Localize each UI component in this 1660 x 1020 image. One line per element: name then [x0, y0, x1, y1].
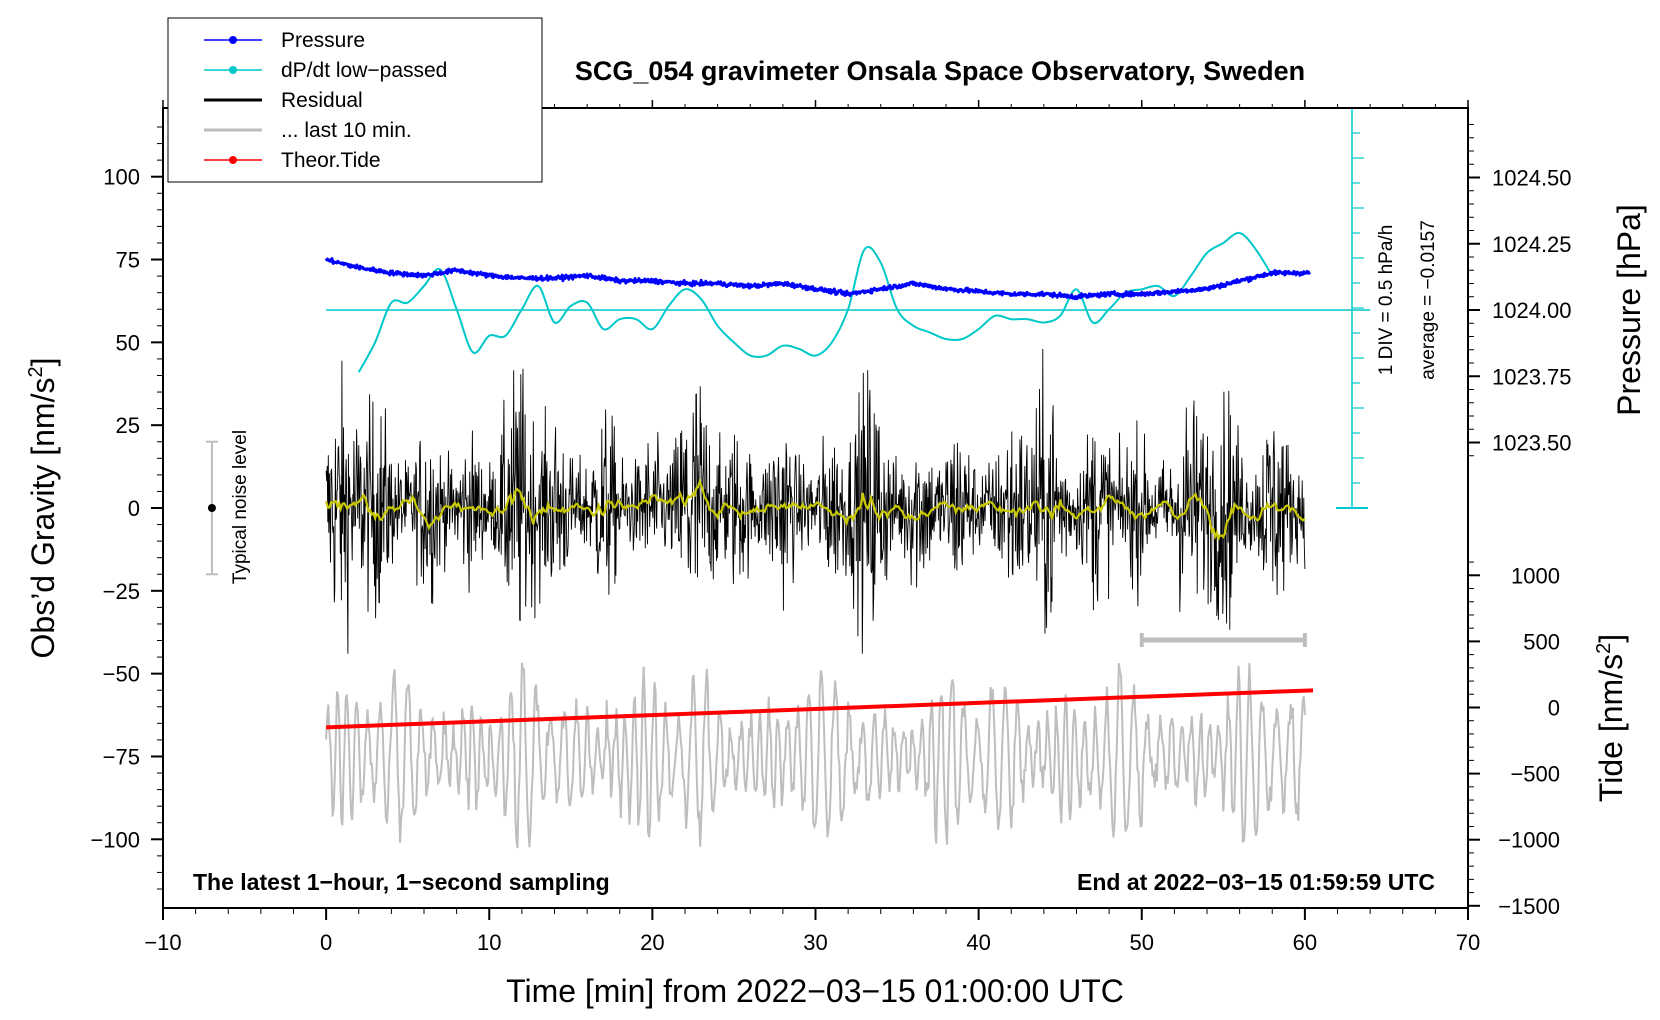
x-tick-label: 10	[477, 930, 501, 955]
scale-bar-label: 1 DIV = 0.5 hPa/h	[1376, 225, 1397, 376]
x-tick-label: −10	[144, 930, 181, 955]
tide-axis-title: Tide [nm/s2]	[1593, 634, 1629, 802]
legend-label: dP/dt low−passed	[281, 59, 447, 82]
y-tick-label: 0	[128, 496, 140, 521]
x-tick-label: 50	[1130, 930, 1154, 955]
y-tick-label: 50	[116, 330, 140, 355]
noise-level-label: Typical noise level	[230, 430, 251, 584]
y-tick-label: 100	[103, 165, 140, 190]
x-tick-label: 20	[640, 930, 664, 955]
tide-axis-ticks: 1000 500 0 −500 −1000 −1500	[1468, 561, 1560, 919]
pressure-tick-label: 1024.00	[1492, 298, 1572, 323]
y-tick-label: 75	[116, 248, 140, 273]
legend-label: Residual	[281, 89, 363, 112]
legend-marker	[229, 156, 237, 164]
legend: Pressure dP/dt low−passed Residual ... last…	[167, 17, 543, 183]
residual-smoothed-line	[325, 478, 1306, 542]
noise-bar-center	[207, 504, 216, 512]
pressure-tick-label: 1023.75	[1492, 364, 1572, 389]
tide-tick-label: 1000	[1511, 563, 1560, 588]
residual-series	[325, 348, 1306, 654]
tide-tick-label: 500	[1523, 629, 1560, 654]
tide-axis-title-end: ]	[1593, 634, 1629, 643]
chart-title: SCG_054 gravimeter Onsala Space Observat…	[575, 56, 1305, 86]
x-tick-label: 0	[320, 930, 332, 955]
pressure-series	[324, 257, 1311, 301]
legend-marker	[229, 66, 237, 74]
annotation-right: End at 2022−03−15 01:59:59 UTC	[1077, 869, 1435, 895]
y-axis-title-left-end: ]	[25, 358, 61, 367]
x-tick-label: 60	[1293, 930, 1317, 955]
x-axis-ticks: −10 0 10 20 30 40 50 60 70	[144, 100, 1480, 955]
dpdt-line	[357, 231, 1274, 373]
legend-marker	[229, 36, 237, 44]
pressure-line	[324, 257, 1311, 301]
last-10-min-line	[325, 662, 1306, 849]
y-tick-label: −50	[103, 662, 140, 687]
x-tick-label: 40	[966, 930, 990, 955]
tide-tick-label: −1500	[1498, 894, 1560, 919]
legend-label: Theor.Tide	[281, 149, 381, 172]
tide-tick-label: −1000	[1498, 828, 1560, 853]
x-tick-label: 30	[803, 930, 827, 955]
annotation-left: The latest 1−hour, 1−second sampling	[193, 869, 610, 895]
legend-box	[167, 17, 543, 183]
dpdt-scale-bar	[1336, 107, 1368, 509]
pressure-axis-title: Pressure [hPa]	[1611, 204, 1647, 416]
y-tick-label: −100	[90, 827, 140, 852]
tide-tick-label: 0	[1548, 696, 1560, 721]
residual-line	[325, 348, 1306, 654]
x-axis-title: Time [min] from 2022−03−15 01:00:00 UTC	[506, 973, 1124, 1009]
pressure-axis-ticks: 1024.50 1024.25 1024.00 1023.75 1023.50	[1468, 124, 1572, 457]
legend-label: Pressure	[281, 29, 365, 52]
tide-tick-label: −500	[1510, 762, 1560, 787]
y-tick-label: 25	[116, 413, 140, 438]
theoretical-tide-series	[326, 688, 1314, 730]
y-axis-title-left: Obs’d Gravity [nm/s2]	[25, 358, 61, 659]
y-axis-title-left-main: Obs’d Gravity [nm/s	[25, 378, 61, 659]
legend-label: ... last 10 min.	[281, 119, 412, 142]
y-axis-title-left-sup: 2	[25, 366, 47, 377]
last-10-min-series	[325, 633, 1307, 849]
noise-level-bar	[205, 440, 218, 576]
tide-line	[326, 688, 1314, 730]
pressure-tick-label: 1023.50	[1492, 431, 1572, 456]
dpdt-series	[357, 231, 1274, 373]
y-axis-ticks: 100 75 50 25 0 −25 −50 −75 −100	[90, 126, 163, 890]
pressure-tick-label: 1024.25	[1492, 232, 1572, 257]
y-tick-label: −25	[103, 579, 140, 604]
tide-axis-title-main: Tide [nm/s	[1593, 654, 1629, 802]
y-tick-label: −75	[103, 744, 140, 769]
scale-bar-average: average = −0.0157	[1418, 220, 1439, 380]
tide-axis-title-sup: 2	[1593, 643, 1615, 654]
x-tick-label: 70	[1456, 930, 1480, 955]
pressure-tick-label: 1024.50	[1492, 166, 1572, 191]
